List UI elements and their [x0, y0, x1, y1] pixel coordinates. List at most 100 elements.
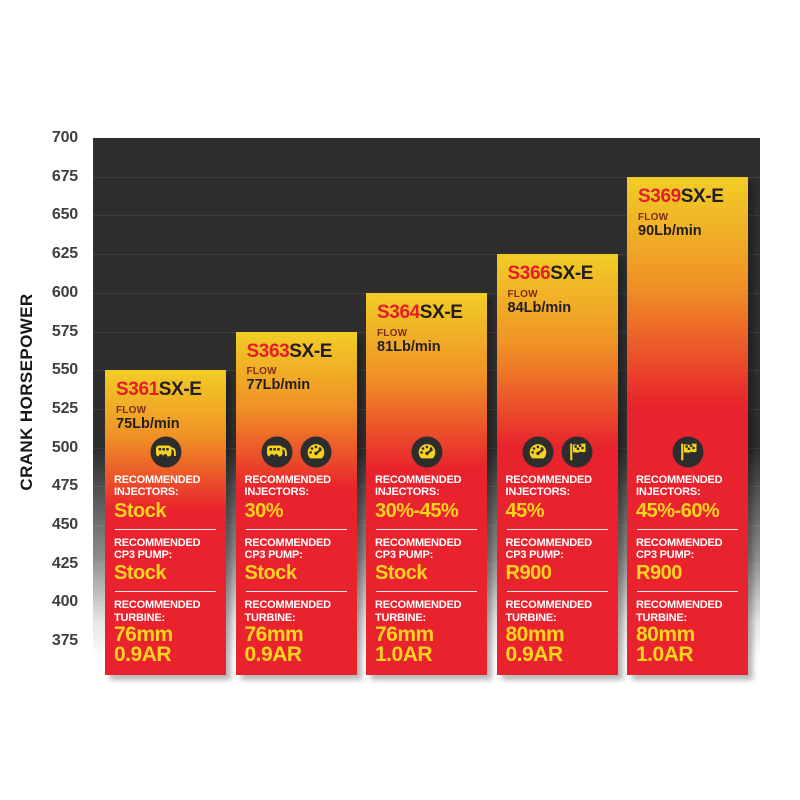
- divider: [115, 591, 216, 593]
- cp3-pump-spec: RECOMMENDED CP3 PUMP: R900: [636, 537, 739, 585]
- cp3-pump-spec: RECOMMENDED CP3 PUMP: Stock: [245, 537, 348, 585]
- y-tick-675: 675: [51, 167, 78, 185]
- turbine-value-line: 76mm: [375, 622, 434, 646]
- y-tick-425: 425: [51, 554, 78, 572]
- bar-head: S364SX-E FLOW 81Lb/min: [366, 293, 487, 356]
- turbine-value-line: 80mm: [636, 622, 695, 646]
- divider: [376, 528, 477, 530]
- turbine-value: 80mm 0.9AR: [506, 624, 609, 666]
- turbine-spec: RECOMMENDED TURBINE: 76mm 0.9AR: [114, 599, 217, 666]
- flow-label: FLOW: [246, 366, 277, 378]
- turbo-model-title: S363SX-E: [246, 340, 347, 362]
- model-number: S369: [638, 185, 681, 207]
- divider: [506, 528, 608, 530]
- turbine-label: RECOMMENDED TURBINE:: [375, 599, 462, 624]
- model-suffix: SX-E: [680, 185, 724, 207]
- bar-head: S361SX-E FLOW 75Lb/min: [105, 370, 226, 433]
- turbo-bar-s369: S369SX-E FLOW 90Lb/min RECOMMENDED INJEC…: [627, 176, 748, 675]
- injectors-spec: RECOMMENDED INJECTORS: 30%-45%: [375, 474, 478, 522]
- cp3-pump-label: RECOMMENDED CP3 PUMP:: [244, 536, 332, 561]
- turbine-spec: RECOMMENDED TURBINE: 76mm 1.0AR: [375, 599, 478, 666]
- bars-container: S361SX-E FLOW 75Lb/min RECOMMENDED INJEC…: [93, 138, 760, 675]
- cp3-pump-value: R900: [505, 562, 552, 585]
- y-tick-625: 625: [51, 245, 78, 263]
- y-tick-600: 600: [51, 283, 78, 301]
- injectors-spec: RECOMMENDED INJECTORS: Stock: [114, 474, 217, 522]
- gridline-625: [93, 254, 760, 256]
- turbine-spec: RECOMMENDED TURBINE: 76mm 0.9AR: [245, 599, 348, 666]
- injectors-spec: RECOMMENDED INJECTORS: 45%: [506, 474, 609, 522]
- turbo-bar-s363: S363SX-E FLOW 77Lb/min RECOMMENDED INJEC…: [235, 331, 357, 675]
- turbine-label: RECOMMENDED TURBINE:: [505, 599, 593, 624]
- flow-label: FLOW: [116, 405, 147, 417]
- injectors-value: 30%-45%: [375, 499, 459, 522]
- flow-value: 90Lb/min: [638, 222, 702, 239]
- flow-value: 84Lb/min: [507, 300, 572, 317]
- injectors-value: 45%-60%: [636, 499, 720, 522]
- model-suffix: SX-E: [550, 263, 594, 285]
- cp3-pump-label: RECOMMENDED CP3 PUMP:: [114, 536, 201, 561]
- cp3-pump-label: RECOMMENDED CP3 PUMP:: [375, 536, 462, 561]
- cp3-pump-value: R900: [636, 562, 682, 585]
- turbine-spec: RECOMMENDED TURBINE: 80mm 1.0AR: [636, 599, 739, 666]
- bar-specs: RECOMMENDED INJECTORS: Stock RECOMMENDED…: [105, 436, 226, 675]
- y-tick-375: 375: [51, 632, 78, 650]
- bar-head: S366SX-E FLOW 84Lb/min: [497, 254, 618, 317]
- divider: [376, 591, 477, 593]
- plot-area: S361SX-E FLOW 75Lb/min RECOMMENDED INJEC…: [93, 138, 760, 675]
- model-number: S363: [246, 340, 290, 362]
- usage-icons-row: [114, 436, 217, 468]
- injectors-value: Stock: [114, 499, 166, 522]
- flow-label: FLOW: [507, 289, 538, 301]
- cp3-pump-spec: RECOMMENDED CP3 PUMP: Stock: [375, 537, 478, 585]
- injectors-label: RECOMMENDED INJECTORS:: [505, 473, 593, 499]
- towing-icon: [261, 436, 293, 468]
- turbine-value-line: 76mm: [114, 622, 173, 646]
- usage-icons-row: [636, 436, 739, 468]
- gauge-icon: [300, 436, 332, 468]
- turbine-value-line: 0.9AR: [244, 643, 303, 667]
- cp3-pump-label: RECOMMENDED CP3 PUMP:: [505, 536, 593, 561]
- divider: [245, 591, 347, 593]
- turbine-value-line: 76mm: [244, 622, 304, 646]
- model-suffix: SX-E: [158, 379, 202, 401]
- model-number: S364: [377, 301, 420, 323]
- y-tick-550: 550: [51, 361, 78, 379]
- turbo-model-title: S361SX-E: [116, 380, 216, 400]
- divider: [506, 591, 608, 593]
- cp3-pump-value: Stock: [244, 562, 297, 585]
- y-tick-400: 400: [51, 593, 78, 611]
- divider: [245, 528, 347, 530]
- model-suffix: SX-E: [289, 340, 333, 362]
- turbo-model-title: S369SX-E: [638, 185, 738, 207]
- y-tick-650: 650: [51, 206, 78, 224]
- bar-head: S363SX-E FLOW 77Lb/min: [236, 332, 357, 395]
- turbine-value: 80mm 1.0AR: [636, 622, 739, 666]
- towing-icon: [150, 436, 182, 468]
- gauge-icon: [522, 436, 554, 468]
- gridline-675: [93, 176, 760, 178]
- cp3-pump-value: Stock: [375, 562, 427, 585]
- bar-specs: RECOMMENDED INJECTORS: 45% RECOMMENDED C…: [497, 436, 618, 675]
- flow-value: 77Lb/min: [246, 377, 311, 394]
- divider: [637, 591, 738, 593]
- injectors-spec: RECOMMENDED INJECTORS: 30%: [245, 474, 348, 522]
- injectors-label: RECOMMENDED INJECTORS:: [244, 473, 332, 499]
- bar-specs: RECOMMENDED INJECTORS: 30%-45% RECOMMEND…: [366, 436, 487, 675]
- model-number: S361: [116, 379, 159, 401]
- race-flag-icon: [561, 436, 593, 468]
- y-tick-700: 700: [51, 129, 78, 146]
- turbine-value-line: 1.0AR: [375, 643, 433, 667]
- flow-value: 75Lb/min: [116, 416, 180, 433]
- y-tick-575: 575: [51, 322, 78, 340]
- bar-specs: RECOMMENDED INJECTORS: 45%-60% RECOMMEND…: [627, 436, 748, 675]
- injectors-label: RECOMMENDED INJECTORS:: [636, 473, 723, 499]
- turbine-value: 76mm 0.9AR: [244, 622, 348, 667]
- divider: [637, 528, 738, 530]
- turbine-label: RECOMMENDED TURBINE:: [244, 599, 332, 624]
- turbine-label: RECOMMENDED TURBINE:: [114, 599, 201, 624]
- divider: [115, 528, 216, 530]
- bar-specs: RECOMMENDED INJECTORS: 30% RECOMMENDED C…: [236, 436, 357, 675]
- y-tick-475: 475: [51, 477, 78, 495]
